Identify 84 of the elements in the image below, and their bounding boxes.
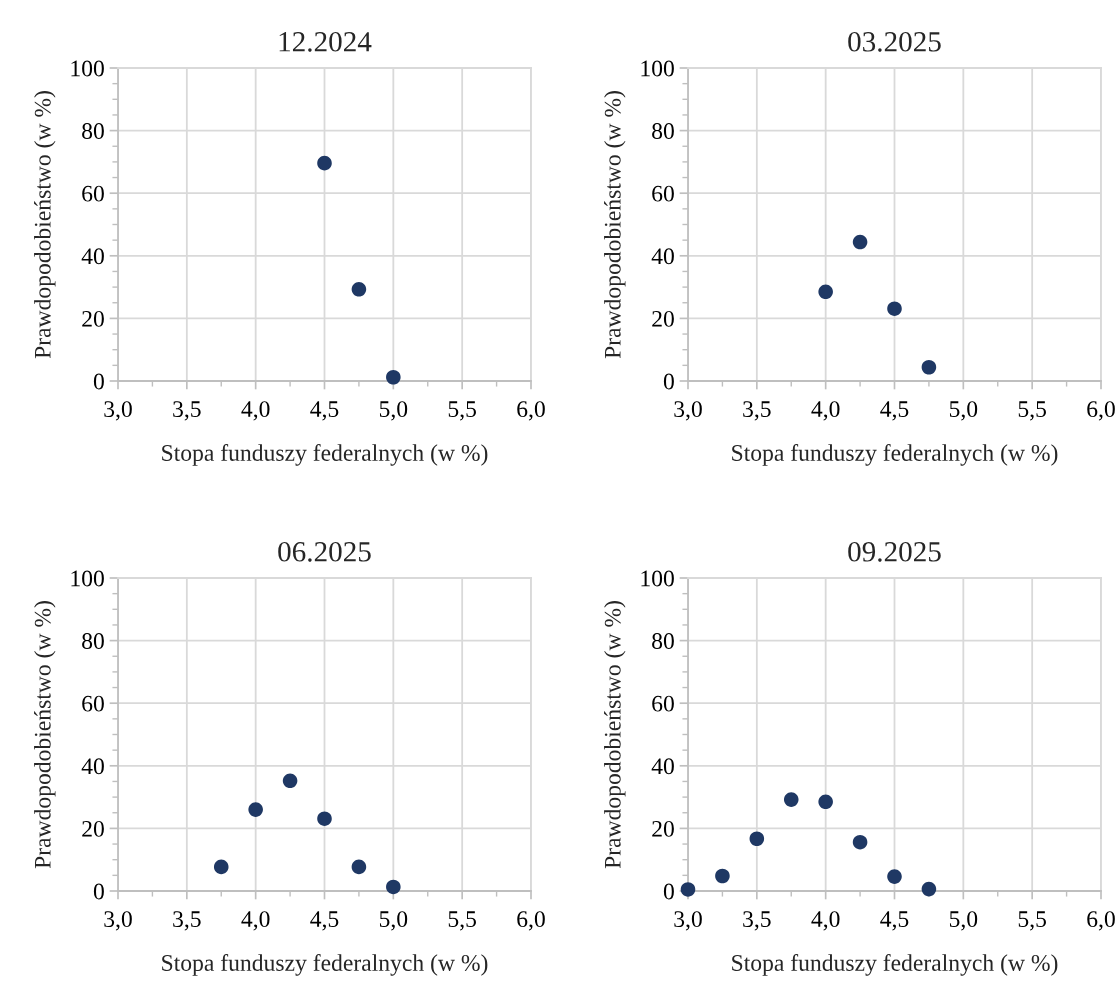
point	[749, 831, 765, 847]
chart-title: 12.2024	[279, 31, 372, 52]
x-tick-label: 4,0	[811, 401, 840, 421]
point	[887, 869, 902, 884]
x-tick-label: 4,5	[310, 401, 339, 421]
y-tick-label: 60	[82, 695, 104, 712]
y-tick-label: 80	[652, 123, 674, 140]
x-tick-label: 6,0	[1087, 401, 1115, 421]
y-tick-label: 100	[71, 570, 104, 587]
point	[282, 773, 298, 789]
y-tick-label: 80	[652, 633, 674, 650]
y-tick-label: 100	[641, 60, 674, 77]
y-tick-label: 40	[81, 248, 104, 265]
y-axis-title: Prawdopodobieństwo (w %)	[604, 601, 626, 869]
x-axis-title: Stopa funduszy federalnych (w %)	[732, 954, 1058, 976]
x-tick-label: 4,0	[241, 911, 270, 931]
y-tick-label: 80	[82, 633, 104, 650]
x-tick-label: 6,0	[517, 911, 545, 931]
point	[351, 282, 367, 297]
y-tick-label: 100	[71, 60, 104, 77]
x-tick-label: 3,5	[743, 401, 771, 421]
point	[386, 879, 401, 895]
point	[887, 301, 902, 316]
x-tick-label: 4,5	[310, 911, 339, 931]
point	[351, 859, 367, 875]
chart-title: 09.2025	[848, 541, 941, 562]
x-tick-label: 6,0	[1087, 911, 1115, 931]
y-tick-label: 0	[663, 883, 674, 900]
point	[715, 868, 730, 884]
point	[317, 811, 332, 826]
y-axis-title: Prawdopodobieństwo (w %)	[34, 91, 56, 359]
point	[818, 284, 833, 300]
x-tick-label: 3,0	[104, 401, 132, 421]
y-tick-label: 20	[82, 310, 104, 327]
y-tick-label: 40	[651, 248, 674, 265]
y-tick-label: 60	[652, 695, 674, 712]
x-tick-label: 3,0	[674, 911, 702, 931]
x-tick-label: 4,5	[880, 401, 909, 421]
x-tick-label: 5,0	[379, 911, 408, 931]
y-tick-label: 80	[82, 123, 104, 140]
x-axis-title: Stopa funduszy federalnych (w %)	[162, 444, 488, 466]
x-tick-label: 5,5	[1018, 401, 1046, 421]
y-tick-label: 0	[663, 373, 674, 390]
point	[213, 859, 229, 875]
x-tick-label: 3,5	[173, 911, 201, 931]
point	[386, 369, 401, 385]
y-tick-label: 20	[82, 820, 104, 837]
point	[852, 834, 868, 850]
x-tick-label: 5,0	[949, 401, 978, 421]
x-tick-label: 4,5	[880, 911, 909, 931]
y-tick-label: 40	[651, 758, 674, 775]
x-axis-title: Stopa funduszy federalnych (w %)	[732, 444, 1058, 466]
y-tick-label: 60	[82, 185, 104, 202]
x-tick-label: 3,5	[173, 401, 201, 421]
x-tick-label: 3,0	[104, 911, 132, 931]
point	[317, 155, 332, 171]
point	[783, 792, 799, 807]
chart-title: 06.2025	[278, 541, 371, 562]
x-tick-label: 5,0	[949, 911, 978, 931]
point	[921, 359, 937, 375]
chart-title: 03.2025	[848, 31, 941, 52]
y-axis-title: Prawdopodobieństwo (w %)	[34, 601, 56, 869]
point	[921, 881, 937, 897]
y-tick-label: 100	[641, 570, 674, 587]
x-axis-title: Stopa funduszy federalnych (w %)	[162, 954, 488, 976]
y-axis-title: Prawdopodobieństwo (w %)	[604, 91, 626, 359]
y-tick-label: 20	[652, 820, 674, 837]
x-tick-label: 5,5	[448, 401, 476, 421]
x-tick-label: 6,0	[517, 401, 545, 421]
x-tick-label: 3,0	[674, 401, 702, 421]
x-tick-label: 5,5	[448, 911, 476, 931]
x-tick-label: 5,5	[1018, 911, 1046, 931]
y-tick-label: 0	[93, 883, 104, 900]
x-tick-label: 4,0	[241, 401, 270, 421]
y-tick-label: 60	[652, 185, 674, 202]
point	[852, 234, 868, 250]
x-tick-label: 4,0	[811, 911, 840, 931]
y-tick-label: 20	[652, 310, 674, 327]
point	[248, 802, 263, 817]
x-tick-label: 5,0	[379, 401, 408, 421]
point	[818, 794, 833, 810]
y-tick-label: 40	[81, 758, 104, 775]
y-tick-label: 0	[93, 373, 104, 390]
x-tick-label: 3,5	[743, 911, 771, 931]
